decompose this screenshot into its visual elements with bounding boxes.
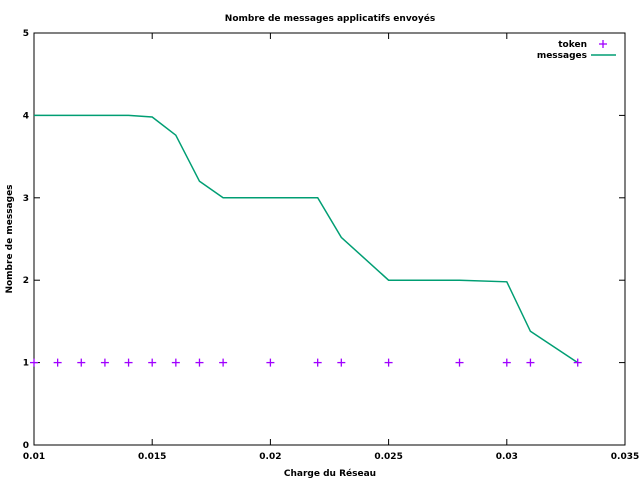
series-layer — [30, 114, 582, 367]
x-axis-ticks: 0.01 0.015 0.02 0.025 0.03 0.035 — [23, 33, 639, 462]
data-point-token — [195, 358, 204, 367]
data-point-token — [100, 358, 109, 367]
data-point-token — [455, 358, 464, 367]
x-tick-label: 0.035 — [611, 452, 639, 462]
data-point-token — [53, 358, 62, 367]
y-tick-label: 1 — [23, 359, 29, 369]
data-point-token — [337, 358, 346, 367]
data-point-token — [384, 358, 393, 367]
y-tick-label: 0 — [23, 441, 29, 451]
x-tick-label: 0.01 — [23, 452, 45, 462]
x-tick-label: 0.015 — [138, 452, 166, 462]
chart-title: Nombre de messages applicatifs envoyés — [225, 13, 435, 24]
data-point-token — [266, 358, 275, 367]
data-point-token — [573, 358, 582, 367]
x-tick-label: 0.02 — [259, 452, 281, 462]
data-point-token — [502, 358, 511, 367]
x-tick-label: 0.03 — [496, 452, 518, 462]
data-point-token — [171, 358, 180, 367]
data-point-token — [124, 358, 133, 367]
y-axis-label: Nombre de messages — [5, 184, 15, 293]
series-line-messages — [34, 114, 579, 364]
data-point-token — [30, 358, 38, 367]
data-point-token — [148, 358, 157, 367]
y-tick-label: 2 — [23, 276, 29, 286]
data-point-token — [219, 358, 228, 367]
x-tick-label: 0.025 — [374, 452, 402, 462]
y-tick-label: 5 — [23, 29, 29, 39]
y-tick-label: 4 — [23, 111, 29, 121]
legend-label-messages: messages — [537, 51, 587, 61]
x-axis-label: Charge du Réseau — [284, 468, 376, 479]
plot-area-border — [33, 32, 626, 446]
data-point-token — [313, 358, 322, 367]
legend-label-token: token — [558, 40, 587, 50]
y-axis-ticks: 0 1 2 3 4 5 — [23, 29, 625, 451]
data-point-token — [526, 358, 535, 367]
y-tick-label: 3 — [23, 194, 29, 204]
legend-marker-token — [599, 40, 607, 48]
data-point-token — [77, 358, 86, 367]
